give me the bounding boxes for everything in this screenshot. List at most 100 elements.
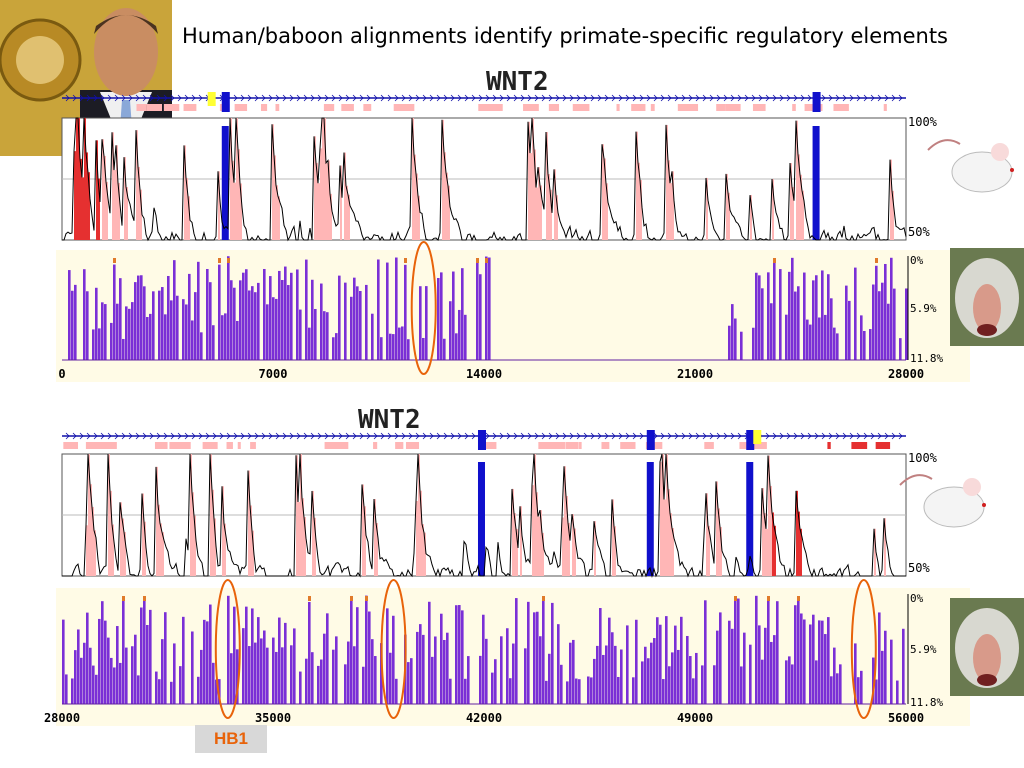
conservation-fill — [296, 455, 298, 576]
strand-chevron — [450, 432, 455, 440]
baboon-bar — [803, 619, 806, 704]
strand-chevron — [184, 94, 189, 102]
baboon-bar — [878, 291, 881, 360]
utr-marker — [207, 92, 216, 106]
baboon-bar — [209, 604, 212, 704]
conserved-marker — [122, 596, 125, 601]
conservation-fill — [314, 517, 316, 576]
baboon-bar — [188, 273, 191, 360]
strand-chevron — [128, 432, 133, 440]
strand-chevron — [408, 94, 413, 102]
strand-chevron — [870, 432, 875, 440]
baboon-bar — [728, 620, 731, 704]
conservation-fill — [250, 505, 252, 576]
baboon-bar — [620, 649, 623, 704]
baboon-bar — [152, 291, 155, 360]
baboon-bar — [278, 617, 281, 704]
baboon-bar — [818, 317, 821, 360]
conservation-fill — [708, 525, 710, 576]
baboon-bar — [617, 676, 620, 704]
conserved-marker — [227, 258, 230, 263]
baboon-bar — [260, 638, 263, 704]
annotation-block — [85, 442, 98, 449]
conservation-fill — [668, 489, 670, 576]
baboon-bar — [380, 643, 383, 704]
baboon-bar — [578, 679, 581, 704]
baboon-bar — [830, 676, 833, 704]
baboon-bar — [281, 647, 284, 704]
baboon-bar — [494, 659, 497, 704]
baboon-bar — [659, 624, 662, 704]
baboon-bar — [737, 598, 740, 704]
annotation-block — [407, 104, 415, 111]
baboon-bar — [857, 677, 860, 704]
strand-chevron — [331, 94, 336, 102]
baboon-bar — [209, 282, 212, 360]
baboon-bar — [542, 596, 545, 704]
baboon-bar — [236, 649, 239, 704]
baboon-bar — [110, 657, 113, 704]
strand-chevron — [380, 432, 385, 440]
baboon-bar — [179, 666, 182, 704]
strand-chevron — [170, 432, 175, 440]
baboon-bar — [350, 595, 353, 704]
baboon-bar — [389, 333, 392, 360]
baboon-bar — [332, 337, 335, 360]
strand-chevron — [786, 94, 791, 102]
strand-chevron — [107, 432, 112, 440]
baboon-bar — [467, 656, 470, 704]
baboon-bar — [881, 282, 884, 360]
baboon-bar — [110, 322, 113, 360]
conservation-fill — [772, 512, 774, 576]
conservation-fill — [792, 186, 794, 240]
baboon-bar — [458, 605, 461, 704]
baboon-bar — [422, 634, 425, 704]
conservation-fill — [80, 158, 82, 240]
baboon-bar — [695, 652, 698, 704]
conservation-fill — [800, 174, 802, 240]
baboon-bar — [113, 264, 116, 360]
conservation-fill — [108, 454, 110, 576]
strand-chevron — [765, 432, 770, 440]
conservation-fill — [512, 488, 514, 576]
conservation-fill — [666, 454, 668, 576]
baboon-bar — [200, 332, 203, 360]
baboon-bar — [653, 638, 656, 704]
strand-chevron — [765, 94, 770, 102]
annotation-block — [704, 442, 714, 449]
strand-chevron — [156, 432, 161, 440]
conservation-fill — [324, 118, 326, 240]
baboon-bar — [740, 331, 743, 360]
conservation-fill — [186, 177, 188, 240]
strand-chevron — [254, 94, 259, 102]
annotation-block — [151, 104, 162, 111]
baboon-bar — [485, 638, 488, 704]
annotation-block — [183, 104, 197, 111]
baboon-bar — [548, 653, 551, 704]
annotation-block — [373, 442, 378, 449]
strand-chevron — [814, 432, 819, 440]
conservation-fill — [92, 506, 94, 576]
strand-chevron — [65, 432, 70, 440]
strand-chevron — [548, 94, 553, 102]
conservation-fill — [160, 523, 162, 576]
strand-chevron — [779, 94, 784, 102]
strand-chevron — [639, 94, 644, 102]
baboon-bar — [458, 309, 461, 360]
conservation-fill — [720, 527, 722, 576]
exon-peak — [812, 126, 820, 240]
strand-chevron — [282, 432, 287, 440]
conservation-fill — [110, 490, 112, 576]
annotation-block — [491, 104, 503, 111]
strand-chevron — [352, 432, 357, 440]
baboon-bar — [143, 286, 146, 360]
baboon-bar — [434, 636, 437, 704]
annotation-block — [226, 442, 233, 449]
strand-chevron — [366, 94, 371, 102]
baboon-bar — [125, 647, 128, 704]
baboon-bar — [245, 606, 248, 704]
conserved-marker — [113, 258, 116, 263]
baboon-bar — [248, 646, 251, 704]
strand-chevron — [310, 94, 315, 102]
strand-chevron — [93, 432, 98, 440]
